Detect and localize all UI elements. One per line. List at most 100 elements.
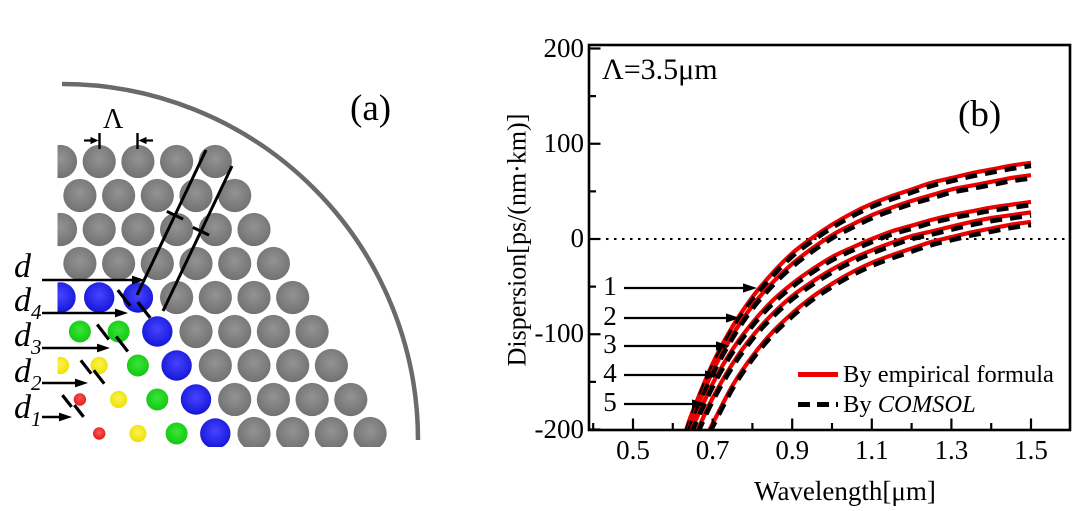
air-hole-gray-r1 [160, 144, 194, 179]
air-hole-yellow-r7 [57, 356, 70, 375]
plot-area [590, 160, 1069, 430]
air-hole-gray-r5 [276, 280, 310, 315]
d2-dimension-tick [92, 369, 106, 385]
d-arrowhead [132, 275, 145, 285]
pointer-arrowhead-4 [705, 370, 719, 380]
air-hole-gray-r6 [295, 314, 329, 349]
d4-dimension-tick [116, 289, 132, 307]
pointer-arrowhead-2 [726, 313, 740, 323]
d3-arrowhead [97, 343, 110, 353]
d1-arrowhead [59, 412, 72, 422]
d4-label: d4 [14, 282, 42, 324]
air-hole-gray-r8 [256, 382, 290, 417]
curve-number-2: 2 [603, 301, 617, 331]
legend-label-empirical: By empirical formula [843, 360, 1054, 388]
air-hole-gray-r7 [237, 348, 271, 383]
air-hole-blue-r7 [161, 350, 192, 381]
air-hole-gray-r9 [314, 416, 348, 447]
air-hole-gray-r5 [160, 280, 194, 315]
air-hole-gray-r2 [63, 178, 97, 213]
d1-label: d1 [14, 389, 42, 431]
curve-comsol-3 [689, 202, 1032, 430]
air-hole-gray-r7 [198, 348, 232, 383]
x-tick-label-0.5: 0.5 [616, 435, 650, 465]
d3-label: d3 [14, 317, 42, 359]
curve-comsol-1 [684, 163, 1032, 430]
d3-dimension-tick [114, 335, 130, 353]
diagonal-guide-line [161, 165, 234, 312]
legend-label-comsol: By COMSOL [843, 390, 976, 418]
curve-number-4: 4 [603, 358, 617, 388]
air-hole-gray-r4 [218, 246, 252, 281]
y-tick-label--200: -200 [534, 413, 585, 444]
air-hole-gray-r1 [198, 144, 232, 179]
panel-a-label: (a) [350, 88, 392, 129]
air-hole-gray-r5 [237, 280, 271, 315]
curve-number-3: 3 [603, 329, 617, 359]
curve-pointer-arrows [624, 283, 757, 409]
air-hole-green-r9 [165, 422, 188, 445]
air-hole-gray-r8 [218, 382, 252, 417]
d4-dimension-tick [136, 301, 152, 319]
y-tick-label--100: -100 [534, 318, 585, 349]
air-hole-blue-r5 [57, 282, 76, 313]
diagonal-dimension-tick [192, 226, 210, 237]
x-tick-label-0.9: 0.9 [775, 435, 810, 465]
pointer-arrowhead-1 [743, 283, 757, 293]
air-hole-gray-r3 [82, 212, 116, 247]
air-hole-gray-r4 [102, 246, 136, 281]
air-hole-gray-r1 [82, 144, 116, 179]
air-hole-gray-r8 [334, 382, 368, 417]
air-hole-blue-r8 [180, 384, 212, 415]
curve-empirical-1 [684, 160, 1032, 430]
air-hole-gray-r9 [237, 416, 271, 447]
air-hole-gray-r2 [102, 178, 136, 213]
air-hole-green-r6 [107, 320, 130, 343]
diagonal-guide-line [135, 149, 208, 296]
panel-b-label: (b) [958, 94, 1002, 135]
curve-comsol-5 [708, 222, 1032, 430]
air-hole-gray-r3 [198, 212, 232, 247]
air-hole-gray-r6 [179, 314, 213, 349]
d1-dimension-tick [73, 404, 85, 418]
air-hole-blue-r9 [200, 418, 231, 447]
air-hole-gray-r9 [276, 416, 310, 447]
air-hole-gray-r3 [160, 212, 194, 247]
plot-frame [587, 43, 1072, 432]
panel-a-annotations [42, 133, 234, 422]
air-hole-gray-r7 [314, 348, 348, 383]
air-hole-gray-r3 [237, 212, 271, 247]
air-hole-blue-r5 [122, 282, 154, 313]
air-hole-gray-r7 [276, 348, 310, 383]
air-hole-red-r8 [73, 393, 87, 406]
air-hole-gray-r6 [256, 314, 290, 349]
air-hole-gray-r3 [121, 212, 155, 247]
air-hole-gray-r4 [179, 246, 213, 281]
air-hole-gray-r2 [218, 178, 252, 213]
air-hole-gray-r5 [198, 280, 232, 315]
x-tick-label-1.1: 1.1 [854, 435, 889, 465]
legend-item-comsol: By COMSOL [798, 391, 1054, 418]
air-hole-gray-r8 [295, 382, 329, 417]
d2-arrowhead [75, 378, 88, 388]
y-tick-label-200: 200 [543, 32, 585, 63]
d4-arrowhead [115, 308, 128, 318]
air-hole-gray-r4 [256, 246, 290, 281]
air-hole-gray-r1 [57, 144, 78, 179]
air-hole-gray-r3 [57, 212, 78, 247]
x-tick-label-1.5: 1.5 [1014, 435, 1048, 465]
x-axis-title: Wavelength[μm] [754, 476, 936, 506]
air-hole-gray-r2 [140, 178, 174, 213]
air-hole-gray-r6 [218, 314, 252, 349]
x-tick-label-0.7: 0.7 [695, 435, 730, 465]
curve-comsol-4 [696, 212, 1032, 430]
pitch-right-arrowhead [138, 136, 147, 145]
dashed-line-swatch [798, 401, 838, 408]
y-tick-label-0: 0 [570, 223, 585, 253]
air-hole-green-r8 [146, 388, 169, 411]
axis-ticks [590, 47, 1033, 431]
air-hole-red-r9 [93, 427, 106, 440]
air-hole-yellow-r8 [110, 390, 128, 409]
